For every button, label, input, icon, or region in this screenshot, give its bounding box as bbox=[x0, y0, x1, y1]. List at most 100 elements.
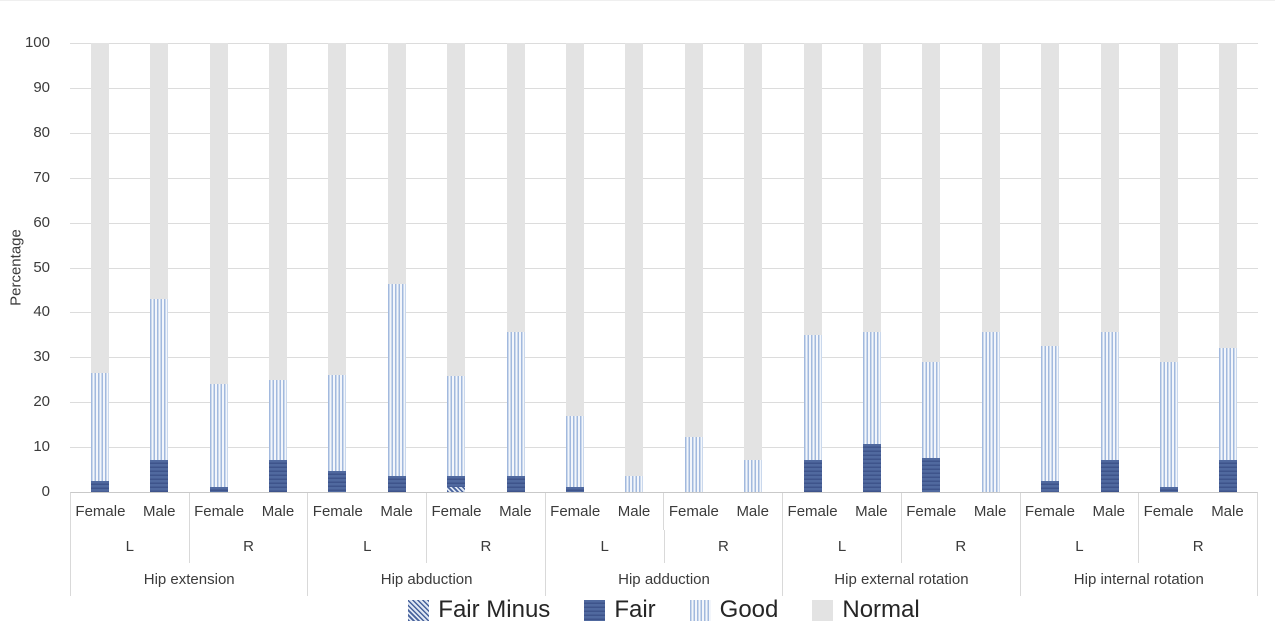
sex-label: Female bbox=[426, 493, 486, 530]
bar-segment-normal bbox=[506, 43, 525, 332]
stacked-bar bbox=[744, 43, 763, 492]
movement-label: Hip internal rotation bbox=[1019, 563, 1257, 596]
gridline bbox=[70, 87, 1258, 89]
sex-label: Female bbox=[782, 493, 842, 530]
gridline bbox=[70, 447, 1258, 449]
y-tick-label: 70 bbox=[33, 168, 50, 186]
bar-segment-fair bbox=[1100, 460, 1119, 492]
y-tick-label: 40 bbox=[33, 303, 50, 321]
bar-segment-normal bbox=[268, 43, 287, 380]
stacked-bar bbox=[209, 43, 228, 492]
bar-segment-good bbox=[565, 415, 584, 487]
bar-segment-fair bbox=[803, 460, 822, 492]
side-label: R bbox=[188, 530, 308, 563]
bar-segment-good bbox=[625, 475, 644, 492]
side-label: R bbox=[663, 530, 783, 563]
stacked-bar bbox=[1219, 43, 1238, 492]
gridline bbox=[70, 267, 1258, 269]
bar-segment-normal bbox=[625, 43, 644, 476]
bar-segment-good bbox=[328, 375, 347, 471]
bar-segment-normal bbox=[447, 43, 466, 376]
bar-segment-good bbox=[268, 379, 287, 461]
sex-label: Male bbox=[499, 503, 532, 520]
bar-segment-fair bbox=[922, 457, 941, 492]
bar-segment-fair bbox=[565, 486, 584, 492]
bar-cell bbox=[70, 43, 129, 492]
bar-segment-fair bbox=[1041, 481, 1060, 492]
sex-label: Male bbox=[973, 503, 1007, 520]
y-tick-label: 90 bbox=[33, 78, 50, 96]
gridline bbox=[70, 402, 1258, 404]
y-tick-label: 0 bbox=[41, 483, 50, 500]
bar-segment-fair bbox=[506, 475, 525, 492]
side-label: R bbox=[900, 530, 1020, 563]
bar-cell bbox=[783, 43, 842, 492]
bar-segment-good bbox=[744, 460, 763, 492]
y-tick-label: 60 bbox=[33, 213, 50, 231]
bar-segment-fair bbox=[150, 460, 169, 492]
bars-container bbox=[70, 43, 1258, 492]
bar-cell bbox=[248, 43, 307, 492]
bar-cell bbox=[426, 43, 485, 492]
y-tick-label: 80 bbox=[33, 123, 50, 141]
stacked-bar bbox=[565, 43, 584, 492]
stacked-bar bbox=[387, 43, 406, 492]
bar-segment-normal bbox=[209, 43, 228, 385]
sex-label: Female bbox=[188, 493, 249, 530]
bar-cell bbox=[1139, 43, 1198, 492]
bar-segment-fair bbox=[447, 475, 466, 487]
side-label: L bbox=[544, 530, 664, 563]
gridline bbox=[70, 357, 1258, 359]
bar-segment-good bbox=[1041, 346, 1060, 482]
bar-cell bbox=[1199, 43, 1258, 492]
stacked-bar bbox=[506, 43, 525, 492]
bar-cell bbox=[842, 43, 901, 492]
y-tick-label: 30 bbox=[33, 348, 50, 366]
category-row-movement: Hip extension Hip abduction Hip adduction H… bbox=[71, 563, 1257, 596]
bar-segment-normal bbox=[1219, 43, 1238, 348]
legend-swatch-good bbox=[689, 599, 711, 621]
bar-segment-normal bbox=[1100, 43, 1119, 332]
bar-cell bbox=[605, 43, 664, 492]
sex-label: Female bbox=[1138, 493, 1198, 530]
sex-label: Male bbox=[617, 503, 651, 520]
stacked-bar bbox=[268, 43, 287, 492]
movement-label: Hip abduction bbox=[307, 563, 544, 596]
legend-swatch-normal bbox=[812, 599, 834, 621]
stacked-bar bbox=[1160, 43, 1179, 492]
side-label: L bbox=[307, 530, 426, 563]
gridline bbox=[70, 222, 1258, 224]
bar-segment-good bbox=[150, 299, 169, 461]
bar-segment-good bbox=[447, 375, 466, 476]
stacked-bar bbox=[150, 43, 169, 492]
bar-segment-good bbox=[922, 361, 941, 458]
sex-label: Male bbox=[736, 503, 769, 520]
bar-segment-fair bbox=[209, 486, 228, 492]
bar-segment-good bbox=[1160, 361, 1179, 487]
y-tick-label: 100 bbox=[24, 34, 50, 51]
legend-swatch-fair bbox=[584, 599, 606, 621]
stacked-bar bbox=[90, 43, 109, 492]
movement-label: Hip extension bbox=[143, 571, 235, 588]
y-tick-label: 50 bbox=[33, 258, 50, 276]
bar-segment-normal bbox=[744, 43, 763, 461]
stacked-bar bbox=[1041, 43, 1060, 492]
bar-segment-good bbox=[684, 437, 703, 492]
gridline bbox=[70, 312, 1258, 314]
bar-segment-normal bbox=[803, 43, 822, 335]
bar-cell bbox=[308, 43, 367, 492]
bar-cell bbox=[545, 43, 604, 492]
sex-label: Female bbox=[900, 493, 961, 530]
bar-segment-fair bbox=[268, 460, 287, 492]
bar-segment-normal bbox=[1160, 43, 1179, 362]
bar-cell bbox=[664, 43, 723, 492]
sex-label: Male bbox=[855, 503, 888, 520]
bar-cell bbox=[486, 43, 545, 492]
legend-swatch-fair-minus bbox=[408, 599, 430, 621]
sex-label: Male bbox=[1092, 503, 1126, 520]
category-axis: Female Male Female Male Female Male Female Male… bbox=[70, 492, 1258, 596]
bar-segment-good bbox=[209, 384, 228, 487]
bar-segment-good bbox=[506, 331, 525, 476]
y-tick-label: 10 bbox=[33, 438, 50, 456]
bar-segment-fair bbox=[862, 443, 881, 492]
